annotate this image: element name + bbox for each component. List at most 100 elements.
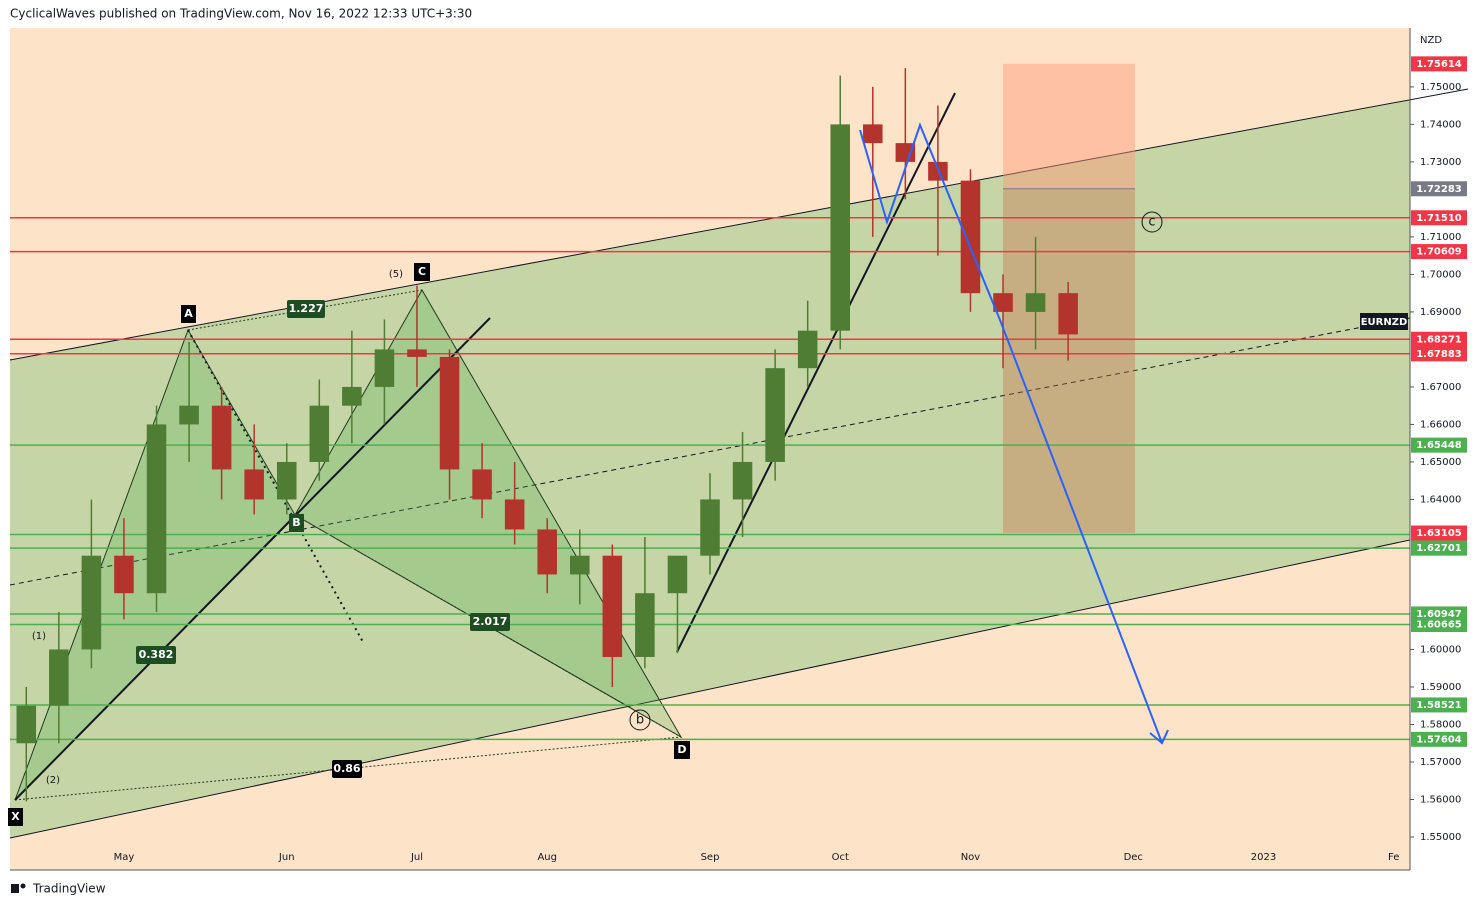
price-tag — [1411, 181, 1467, 197]
drawings-front: X A B C D 1.227 0.382 2.017 0.86 (1) (2)… — [8, 122, 1169, 826]
x-tick-label: Jun — [278, 852, 295, 863]
ratio-label: 1.227 — [289, 302, 324, 315]
y-tick-label: 1.73000 — [1420, 157, 1461, 168]
candle-body — [1058, 293, 1078, 335]
candle-body — [244, 469, 264, 500]
point-label: X — [11, 810, 20, 823]
price-tag — [1411, 437, 1467, 453]
y-tick-label: 1.55000 — [1420, 832, 1461, 843]
price-tag-label: 1.72283 — [1416, 184, 1462, 195]
brand-icon — [20, 883, 26, 889]
candle-body — [667, 555, 688, 594]
price-tag-label: 1.58521 — [1416, 700, 1462, 711]
candle-body — [81, 555, 102, 650]
trend-line — [676, 92, 956, 653]
candle-body — [797, 330, 818, 369]
candle-body — [700, 499, 720, 556]
ratio-label: 0.86 — [333, 762, 360, 775]
price-tag-label: 1.57604 — [1416, 734, 1462, 745]
ratio-box — [136, 646, 176, 664]
price-tag — [1411, 244, 1467, 260]
price-tag — [1411, 697, 1467, 713]
x-tick-label: Dec — [1124, 852, 1143, 863]
candle-body — [276, 461, 297, 500]
wave-circle — [1141, 211, 1163, 233]
candle-body — [49, 649, 69, 706]
wave-label: (2) — [46, 775, 60, 786]
price-tag-label: 1.71510 — [1416, 213, 1462, 224]
candle-body — [472, 469, 492, 500]
y-tick-label: 1.60000 — [1420, 644, 1461, 655]
price-tag-label: 1.60665 — [1416, 620, 1462, 631]
x-tick-label: May — [114, 852, 135, 863]
symbol-label: EURNZD — [1361, 317, 1408, 328]
price-marks — [16, 68, 1078, 802]
candle-body — [309, 405, 330, 462]
target-zone — [1003, 63, 1135, 189]
price-axis: 1.55000 1.56000 1.57000 1.58000 1.59000 1.600… — [114, 56, 1467, 863]
y-tick-label: 1.58000 — [1420, 719, 1461, 730]
price-tag — [1411, 731, 1467, 747]
price-tag-label: 1.70609 — [1416, 247, 1462, 258]
wave-label: (1) — [32, 631, 46, 642]
projection-arrow — [1149, 729, 1169, 745]
x-tick-label: Nov — [961, 852, 981, 863]
candle-body — [374, 349, 395, 387]
brand-icon — [11, 884, 19, 893]
y-tick-label: 1.69000 — [1420, 307, 1461, 318]
candle-body — [732, 461, 753, 500]
point-label: C — [418, 265, 426, 278]
price-tag-label: 1.62701 — [1416, 543, 1462, 554]
price-tag — [1411, 617, 1467, 633]
candle-body — [1025, 293, 1046, 312]
candle-body — [114, 555, 134, 594]
channel-top — [9, 88, 1469, 361]
trend-line — [14, 317, 491, 801]
point-box — [674, 741, 690, 759]
candle-body — [993, 293, 1013, 312]
candle-body — [537, 529, 557, 575]
price-tag-label: 1.67883 — [1416, 349, 1462, 360]
candle-body — [895, 143, 916, 162]
brand-name: TradingView — [32, 882, 106, 896]
brand: TradingView — [11, 882, 106, 896]
point-box — [181, 305, 196, 323]
wave-circle — [629, 709, 651, 731]
point-label: B — [292, 516, 300, 529]
point-box — [289, 514, 304, 532]
y-tick-label: 1.56000 — [1420, 794, 1461, 805]
y-tick-label: 1.64000 — [1420, 494, 1461, 505]
x-tick-label: Aug — [537, 852, 557, 863]
price-tag-label: 1.68271 — [1416, 334, 1462, 345]
y-tick-label: 1.66000 — [1420, 419, 1461, 430]
wave-label: b — [636, 713, 644, 728]
y-tick-label: 1.57000 — [1420, 757, 1461, 768]
projection-path — [859, 122, 1163, 744]
y-tick-label: 1.59000 — [1420, 682, 1461, 693]
publisher-line: CyclicalWaves published on TradingView.c… — [10, 7, 472, 21]
candle-body — [211, 405, 232, 470]
channel-mid — [9, 317, 1411, 586]
channel — [10, 100, 1410, 838]
channel-bottom — [9, 539, 1411, 839]
price-tag-label: 1.63105 — [1416, 528, 1462, 539]
candle-body — [830, 124, 850, 331]
symbol-box — [1360, 313, 1408, 330]
candle-body — [179, 405, 199, 425]
wave-label: c — [1148, 215, 1155, 230]
candle-body — [407, 349, 427, 357]
candle-body — [960, 180, 981, 294]
price-tag-label: 1.60947 — [1416, 609, 1462, 620]
ratio-label: 2.017 — [473, 615, 508, 628]
point-box — [8, 808, 23, 826]
y-tick-label: 1.70000 — [1420, 269, 1461, 280]
ratio-box — [470, 613, 510, 631]
candle-body — [863, 124, 883, 144]
stop-zone — [1003, 188, 1135, 534]
pattern-ac — [187, 289, 423, 331]
candle-body — [765, 368, 785, 462]
y-tick-label: 1.67000 — [1420, 382, 1461, 393]
candle-body — [570, 555, 590, 575]
candle-body — [439, 356, 460, 470]
